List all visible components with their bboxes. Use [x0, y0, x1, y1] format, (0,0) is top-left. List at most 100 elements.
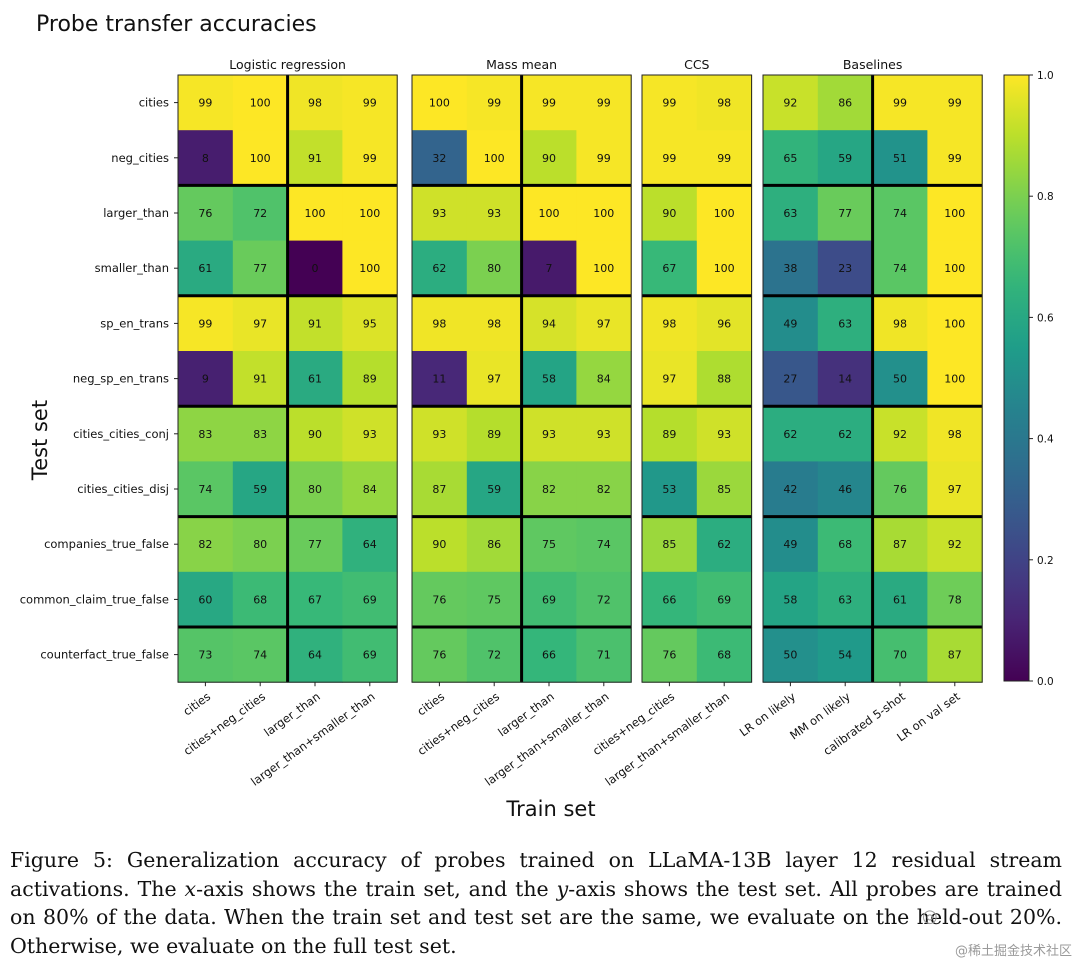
- heatmap-cell: [696, 240, 753, 297]
- cell-value: 97: [662, 373, 676, 386]
- heatmap-cell: [521, 516, 577, 573]
- y-tick-label: common_claim_true_false: [20, 592, 169, 606]
- cell-value: 100: [484, 152, 505, 165]
- heatmap-cell: [287, 295, 343, 352]
- heatmap-cell: [763, 461, 819, 518]
- heatmap-cell: [642, 627, 698, 683]
- cell-value: 99: [597, 152, 611, 165]
- heatmap-cell: [178, 461, 234, 518]
- heatmap-cell: [466, 461, 523, 518]
- heatmap-cell: [763, 516, 819, 573]
- heatmap-cell: [178, 406, 234, 462]
- cell-value: 100: [714, 207, 735, 220]
- cell-value: 100: [359, 207, 380, 220]
- cell-value: 90: [662, 207, 676, 220]
- cell-value: 97: [597, 317, 611, 330]
- cell-value: 61: [308, 373, 322, 386]
- y-tick-label: cities_cities_conj: [73, 427, 169, 441]
- cell-value: 74: [893, 207, 907, 220]
- cell-value: 99: [198, 317, 212, 330]
- heatmap-cell: [927, 75, 983, 131]
- heatmap-cell: [342, 627, 398, 683]
- heatmap-cell: [763, 571, 819, 628]
- cell-value: 32: [432, 152, 446, 165]
- heatmap-cell: [696, 351, 753, 407]
- cell-value: 93: [597, 428, 611, 441]
- cell-value: 85: [717, 483, 731, 496]
- heatmap-cell: [763, 130, 819, 186]
- x-tick-label: cities: [180, 689, 213, 718]
- heatmap-cell: [576, 240, 632, 297]
- heatmap-cell: [763, 627, 819, 683]
- heatmap-cell: [696, 627, 753, 683]
- colorbar-tick-label: 1.0: [1037, 70, 1054, 82]
- heatmap-cell: [287, 185, 343, 242]
- cell-value: 98: [948, 428, 962, 441]
- heatmap-cell: [872, 406, 928, 462]
- heatmap-cell: [521, 351, 577, 407]
- cell-value: 85: [662, 538, 676, 551]
- cell-value: 93: [717, 428, 731, 441]
- heatmap-cell: [817, 240, 874, 297]
- heatmap-cell: [287, 516, 343, 573]
- heatmap-cell: [927, 516, 983, 573]
- heatmap-cell: [576, 351, 632, 407]
- heatmap-cell: [927, 295, 983, 352]
- heatmap-cell: [521, 571, 577, 628]
- cell-value: 71: [597, 649, 611, 662]
- heatmap-cell: [872, 295, 928, 352]
- heatmap-cell: [412, 75, 468, 131]
- heatmap-cell: [763, 75, 819, 131]
- y-tick-label: cities_cities_disj: [77, 482, 169, 496]
- cell-value: 51: [893, 152, 907, 165]
- cell-value: 93: [363, 428, 377, 441]
- caption-text-3: -axis shows the test set. All probes are…: [10, 876, 1063, 958]
- heatmap-cell: [817, 130, 874, 186]
- y-tick-label: sp_en_trans: [100, 316, 169, 330]
- heatmap-cell: [232, 295, 289, 352]
- heatmap-cell: [817, 185, 874, 242]
- heatmap-cell: [642, 240, 698, 297]
- cell-value: 89: [662, 428, 676, 441]
- cell-value: 70: [893, 649, 907, 662]
- cell-value: 59: [487, 483, 501, 496]
- heatmap-cell: [521, 295, 577, 352]
- cell-value: 58: [542, 373, 556, 386]
- colorbar-tick-label: 0.2: [1037, 555, 1054, 567]
- y-tick-label: companies_true_false: [44, 537, 169, 551]
- heatmap-cell: [696, 75, 753, 131]
- cell-value: 68: [717, 649, 731, 662]
- heatmap-cell: [872, 571, 928, 628]
- cell-value: 14: [838, 373, 852, 386]
- cell-value: 77: [308, 538, 322, 551]
- heatmap-cell: [872, 185, 928, 242]
- y-tick-label: neg_cities: [111, 151, 169, 165]
- heatmap-cell: [466, 571, 523, 628]
- cell-value: 75: [487, 593, 501, 606]
- heatmap-cell: [696, 295, 753, 352]
- heatmap-cell: [178, 351, 234, 407]
- heatmap-cell: [232, 240, 289, 297]
- cell-value: 68: [838, 538, 852, 551]
- watermark: @稀土掘金技术社区: [954, 944, 1072, 959]
- cell-value: 99: [542, 97, 556, 110]
- heatmap-cell: [576, 571, 632, 628]
- cell-value: 63: [838, 593, 852, 606]
- heatmap-cell: [178, 627, 234, 683]
- heatmap-cell: [927, 240, 983, 297]
- heatmap-cell: [232, 130, 289, 186]
- heatmap-cell: [696, 130, 753, 186]
- cell-value: 100: [359, 262, 380, 275]
- colorbar-tick-label: 0.6: [1037, 312, 1054, 324]
- cell-value: 42: [783, 483, 797, 496]
- cell-value: 99: [717, 152, 731, 165]
- heatmap-cell: [817, 295, 874, 352]
- cell-value: 74: [198, 483, 212, 496]
- x-axis-title: Train set: [505, 797, 595, 821]
- cell-value: 100: [593, 262, 614, 275]
- cell-value: 59: [253, 483, 267, 496]
- y-tick-label: cities: [139, 96, 169, 110]
- colorbar: [1003, 74, 1030, 682]
- cell-value: 98: [893, 317, 907, 330]
- y-tick-label: smaller_than: [95, 261, 169, 275]
